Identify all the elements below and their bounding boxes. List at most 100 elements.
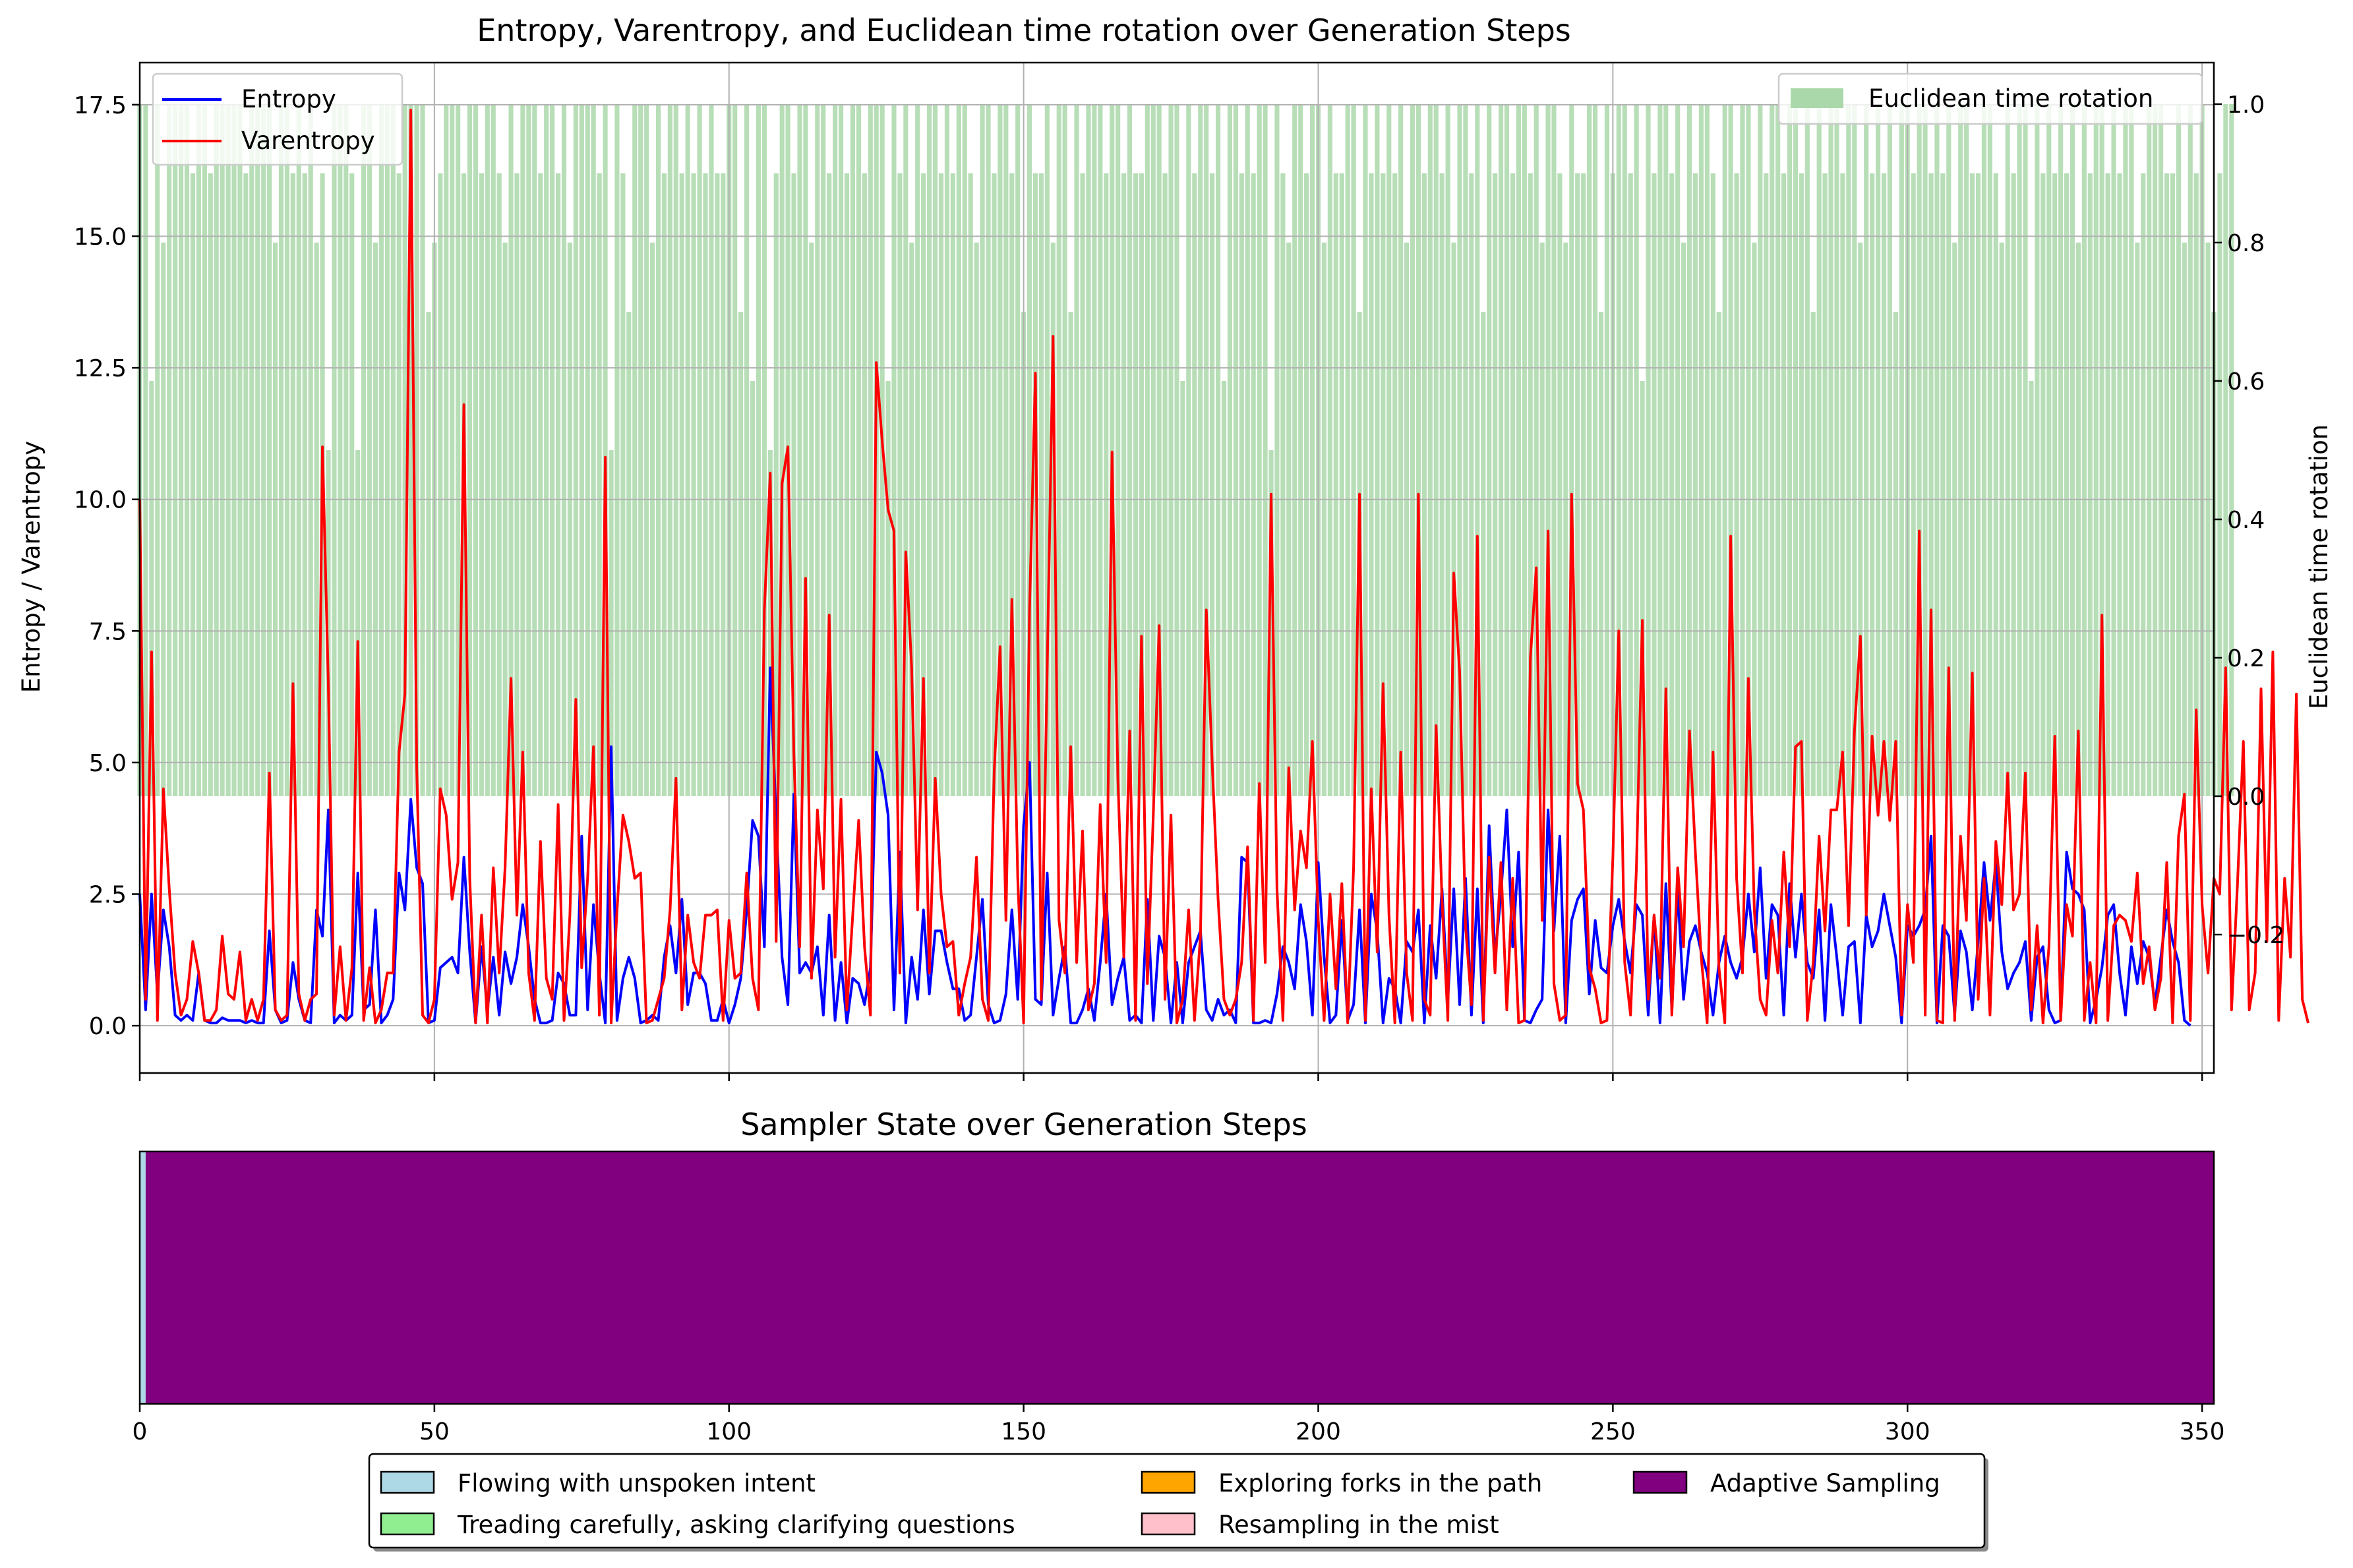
legend-label: Treading carefully, asking clarifying qu… — [457, 1511, 1015, 1539]
rotation-bar — [184, 104, 190, 796]
rotation-bar — [1369, 173, 1374, 796]
rotation-bar — [2164, 173, 2170, 796]
rotation-bar — [1056, 104, 1061, 796]
rotation-bar — [1186, 104, 1191, 796]
rotation-bar — [1233, 104, 1238, 796]
rotation-bar — [773, 173, 779, 796]
rotation-bar — [1003, 104, 1009, 796]
y-tick-label: 12.5 — [74, 355, 127, 382]
rotation-bar — [1940, 173, 1946, 796]
rotation-bar — [944, 104, 950, 796]
rotation-bar — [1669, 173, 1675, 796]
legend-state-swatch — [380, 1470, 435, 1494]
y2-tick-label: 0.4 — [2227, 507, 2265, 534]
rotation-bar — [538, 173, 543, 796]
rotation-bar — [2123, 104, 2128, 796]
rotation-bar — [2093, 104, 2099, 796]
y2-tick-label: 0.2 — [2227, 645, 2265, 672]
rotation-bar — [1280, 173, 1286, 796]
rotation-bar — [1381, 173, 1386, 796]
rotation-bar — [314, 243, 319, 796]
rotation-bar — [897, 173, 903, 796]
rotation-bar — [1404, 243, 1410, 796]
rotation-bar — [1840, 173, 1845, 796]
legend-state-swatch — [1141, 1470, 1196, 1494]
rotation-bar — [2029, 381, 2034, 796]
rotation-bar — [149, 381, 154, 796]
rotation-bar — [655, 104, 661, 796]
rotation-bar — [903, 104, 908, 796]
rotation-bar — [1740, 104, 1745, 796]
rotation-bar — [962, 104, 967, 796]
rotation-bar — [2217, 173, 2222, 796]
rotation-bar — [862, 173, 867, 796]
rotation-bar — [1728, 104, 1733, 796]
legend-main-right: Euclidean time rotation — [1777, 73, 2203, 125]
rotation-bar — [2223, 104, 2228, 796]
rotation-bar — [1545, 104, 1551, 796]
rotation-bar — [450, 104, 455, 796]
rotation-bar — [361, 104, 367, 796]
rotation-bar — [496, 173, 502, 796]
rotation-bar — [1339, 173, 1344, 796]
y2-tick-label: 1.0 — [2227, 92, 2265, 119]
rotation-bar — [550, 104, 555, 796]
rotation-bar — [1987, 104, 1992, 796]
legend-bar-swatch — [1791, 88, 1843, 108]
rotation-bar — [1816, 104, 1822, 796]
rotation-bar — [585, 104, 590, 796]
rotation-bar — [208, 173, 213, 796]
rotation-bar — [1657, 104, 1663, 796]
legend-label: Entropy — [241, 85, 336, 113]
rotation-bar — [1074, 104, 1079, 796]
state-chart-title: Sampler State over Generation Steps — [740, 1107, 1307, 1142]
rotation-bar — [998, 104, 1003, 796]
rotation-bar — [161, 243, 166, 796]
rotation-bar — [1092, 104, 1097, 796]
rotation-bar — [1516, 104, 1521, 796]
rotation-bar — [732, 104, 738, 796]
rotation-bar — [1268, 450, 1274, 796]
rotation-bar — [1439, 173, 1445, 796]
rotation-bar — [1309, 104, 1315, 796]
y2-tick-label: 0.6 — [2227, 368, 2265, 395]
rotation-bar — [338, 104, 343, 796]
rotation-bar — [1292, 104, 1297, 796]
rotation-bar — [891, 104, 897, 796]
rotation-bar — [573, 104, 578, 796]
rotation-bar — [815, 104, 820, 796]
rotation-bar — [1433, 104, 1439, 796]
rotation-bar — [1162, 173, 1168, 796]
rotation-bar — [2188, 104, 2193, 796]
varentropy-line — [138, 108, 2309, 1025]
rotation-bar — [1575, 173, 1580, 796]
rotation-bar — [1321, 243, 1327, 796]
rotation-bar — [1881, 173, 1887, 796]
rotation-bar — [261, 104, 266, 796]
rotation-bar — [1504, 104, 1510, 796]
rotation-bar — [1174, 104, 1179, 796]
rotation-bar — [1628, 173, 1633, 796]
rotation-bar — [220, 104, 225, 796]
rotation-bar — [956, 104, 961, 796]
rotation-bar — [1563, 243, 1568, 796]
rotation-bar — [1086, 104, 1091, 796]
rotation-bar — [661, 173, 667, 796]
rotation-bar — [974, 243, 979, 796]
rotation-bar — [620, 173, 626, 796]
rotation-bar — [1327, 104, 1332, 796]
rotation-bar — [1964, 104, 1969, 796]
rotation-bar — [1493, 173, 1498, 796]
rotation-bar — [243, 173, 249, 796]
rotation-bar — [950, 173, 955, 796]
rotation-bar — [231, 104, 237, 796]
rotation-bar — [1858, 243, 1863, 796]
rotation-bar — [2064, 173, 2070, 796]
rotation-bar — [1675, 104, 1681, 796]
rotation-bar — [579, 104, 584, 796]
rotation-bar — [1822, 173, 1828, 796]
rotation-bar — [1764, 173, 1769, 796]
rotation-bar — [986, 104, 991, 796]
